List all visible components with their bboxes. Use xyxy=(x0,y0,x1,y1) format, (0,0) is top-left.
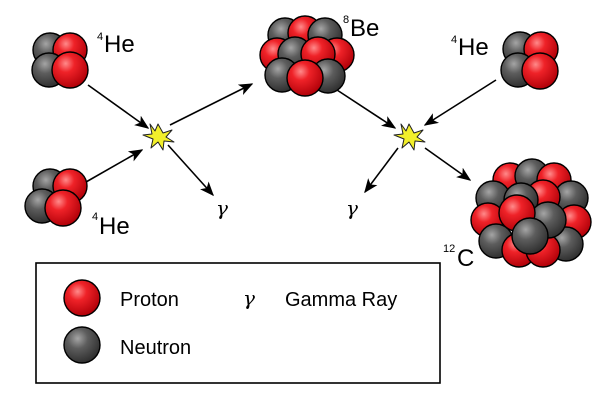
neutron-legend-label: Neutron xyxy=(120,337,191,359)
proton-legend-swatch xyxy=(63,279,101,317)
gamma-legend-label: Gamma Ray xyxy=(285,289,397,311)
helium4-top-mass-number: 4 xyxy=(97,31,103,43)
arrow-flash2-to-gamma xyxy=(364,147,399,194)
arrow-he-bottom-to-flash1 xyxy=(85,149,144,183)
arrow-flash2-to-carbon xyxy=(424,147,472,181)
helium4-bottom-mass-number: 4 xyxy=(92,211,98,223)
arrow-he-right-to-flash2 xyxy=(423,79,497,126)
helium4-bottom-nucleus xyxy=(24,168,88,227)
helium4-top-symbol: He xyxy=(104,31,135,58)
neutron-legend-swatch xyxy=(63,326,101,364)
beryllium8-mass-number: 8 xyxy=(343,14,349,26)
gamma-legend-symbol: γ xyxy=(243,286,255,310)
arrow-he-to-flash1 xyxy=(87,84,150,129)
helium4-right-symbol: He xyxy=(458,34,489,61)
arrow-flash1-to-be xyxy=(169,83,254,126)
arrow-be-to-flash2 xyxy=(336,89,397,129)
arrow-flash1-to-gamma xyxy=(167,144,214,197)
carbon12-mass-number: 12 xyxy=(443,243,455,255)
helium4-right-nucleus xyxy=(500,31,559,90)
legend-frame xyxy=(35,262,441,384)
legend: Proton Neutron γ Gamma Ray xyxy=(35,262,441,384)
beryllium8-symbol: Be xyxy=(350,15,379,42)
carbon12-symbol: C xyxy=(457,245,474,272)
carbon12-nucleus xyxy=(470,158,592,268)
gamma-label-1: γ xyxy=(216,196,228,220)
gamma-label-2: γ xyxy=(346,196,358,220)
proton-legend-label: Proton xyxy=(120,289,179,311)
fusion-flash-1 xyxy=(142,123,175,151)
fusion-flash-2 xyxy=(393,123,426,151)
helium4-bottom-symbol: He xyxy=(99,213,130,240)
beryllium8-nucleus xyxy=(259,15,355,97)
helium4-top-nucleus xyxy=(31,32,89,89)
helium4-right-mass-number: 4 xyxy=(451,34,457,46)
